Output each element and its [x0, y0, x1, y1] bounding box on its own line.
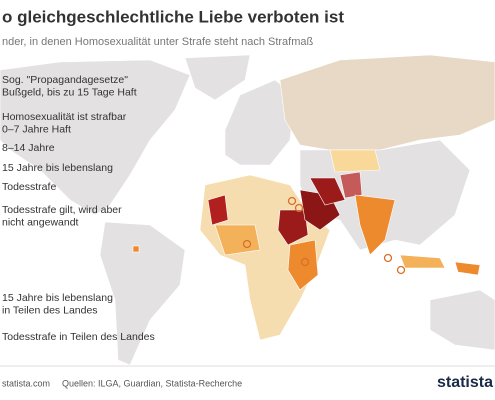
subtitle: nder, in denen Homosexualität unter Stra… — [2, 36, 314, 48]
marker — [242, 239, 252, 249]
marker — [396, 265, 406, 275]
legend: Sog. "Propagandagesetze"Bußgeld, bis zu … — [2, 74, 155, 343]
marker — [287, 196, 297, 206]
australia — [429, 289, 495, 351]
south-asia — [354, 194, 396, 256]
legend-label: 15 Jahre bis lebenslang — [2, 292, 113, 304]
logo: statista — [437, 374, 493, 391]
legend-label: 15 Jahre bis lebenslang — [2, 162, 113, 174]
footer-source: Quellen: ILGA, Guardian, Statista-Recher… — [62, 378, 242, 388]
afghanistan — [339, 171, 363, 199]
legend-label: Todesstrafe in Teilen des Landes — [2, 331, 155, 343]
legend-label: Sog. "Propagandagesetze" — [2, 74, 128, 86]
footer-site: statista.com — [2, 378, 50, 388]
legend-label: 0–7 Jahre Haft — [2, 123, 71, 135]
guyana — [132, 245, 140, 253]
legend-label: in Teilen des Landes — [2, 304, 98, 316]
partial-death-penalty-markers — [242, 196, 406, 275]
legend-label: 8–14 Jahre — [2, 142, 55, 154]
legend-label: nicht angewandt — [2, 216, 79, 228]
legend-label: Bußgeld, bis zu 15 Tage Haft — [2, 86, 137, 98]
marker — [294, 203, 304, 213]
south-america — [99, 221, 186, 366]
sudan — [277, 209, 309, 246]
papua — [454, 261, 481, 276]
russia — [279, 54, 495, 151]
central-asia — [329, 149, 381, 173]
maritime-asia — [399, 254, 446, 269]
legend-label: Todesstrafe — [2, 181, 56, 193]
marker — [383, 253, 393, 263]
greenland — [184, 54, 251, 101]
legend-label: Homosexualität ist strafbar — [2, 111, 127, 123]
mauritania — [207, 194, 229, 226]
marker — [300, 257, 310, 267]
title: o gleichgeschlechtliche Liebe verboten i… — [2, 7, 344, 26]
world-map — [0, 54, 495, 366]
iran — [309, 177, 346, 206]
europe — [224, 79, 296, 166]
legend-label: Todesstrafe gilt, wird aber — [2, 204, 122, 216]
north-america — [0, 59, 191, 216]
